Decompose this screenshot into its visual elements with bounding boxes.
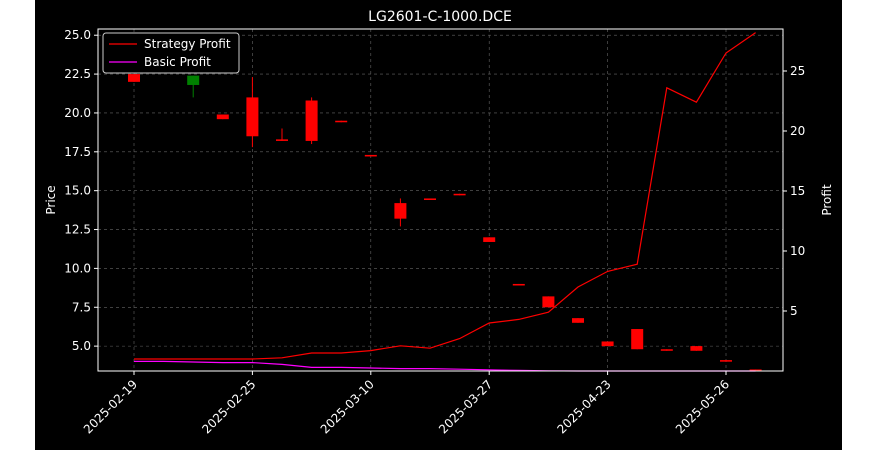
y-tick-label-left: 15.0: [64, 184, 91, 198]
candle-body: [394, 203, 407, 219]
y-axis-label-left: Price: [44, 185, 58, 214]
legend: Strategy Profit Basic Profit: [102, 32, 240, 74]
candle-body: [572, 318, 584, 323]
y-tick-label-right: 5: [790, 304, 798, 318]
y-tick-label-left: 17.5: [64, 145, 91, 159]
candle-body: [335, 120, 348, 123]
candle-body: [631, 329, 644, 350]
candle-body: [512, 283, 525, 286]
candle-body: [424, 198, 436, 200]
y-tick-label-left: 22.5: [64, 67, 91, 81]
plot-frame: [97, 28, 784, 372]
y-tick-label-right: 10: [790, 244, 805, 258]
y-tick-label-left: 5.0: [72, 339, 91, 353]
candle-body: [453, 193, 466, 196]
candle-body: [542, 296, 555, 308]
y-axis-label-right: Profit: [820, 184, 834, 216]
candle-body: [601, 341, 614, 347]
y-tick-label-left: 12.5: [64, 223, 91, 237]
candle-body: [305, 100, 318, 141]
y-tick-label-right: 25: [790, 64, 805, 78]
strategy-profit-line: [134, 32, 756, 360]
y-tick-label-left: 7.5: [72, 300, 91, 314]
candle-body: [749, 369, 762, 371]
candle-body: [690, 346, 703, 351]
chart-title: LG2601-C-1000.DCE: [368, 9, 512, 25]
candle-body: [246, 97, 259, 137]
candle-body: [276, 139, 288, 141]
y-tick-label-left: 20.0: [64, 106, 91, 120]
candle-body: [128, 74, 140, 82]
candle-body: [216, 114, 229, 120]
candlesticks: [128, 74, 762, 371]
chart-background: [35, 0, 842, 450]
legend-box: [102, 32, 240, 74]
y-tick-label-left: 25.0: [64, 28, 91, 42]
candle-body: [720, 360, 732, 362]
legend-strategy-label: Strategy Profit: [144, 37, 231, 51]
y-tick-label-left: 10.0: [64, 261, 91, 275]
y-tick-label-right: 15: [790, 184, 805, 198]
y-tick-label-right: 20: [790, 124, 805, 138]
candle-body: [364, 154, 377, 157]
legend-basic-label: Basic Profit: [144, 55, 211, 69]
candle-body: [187, 75, 200, 85]
candle-body: [483, 237, 496, 242]
candle-body: [660, 349, 673, 351]
